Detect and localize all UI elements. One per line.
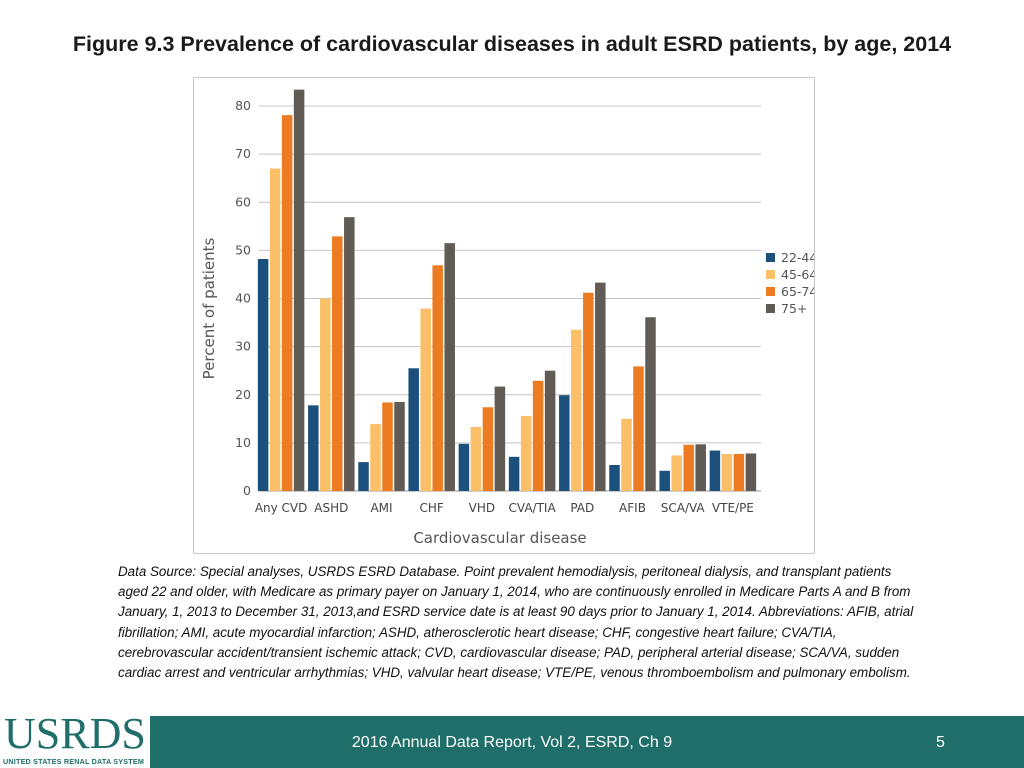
bar [745,453,757,491]
bar [645,317,656,491]
bar [482,407,494,491]
bar [420,308,431,491]
x-tick-label: AFIB [619,501,646,515]
x-tick-label: CVA/TIA [509,501,557,515]
chart-frame: 0 10 20 30 40 50 60 70 80 Any CVD ASHD AMI CHF VHD CVA… [193,77,815,554]
page-number: 5 [936,734,945,751]
footer-report-title: 2016 Annual Data Report, Vol 2, ESRD, Ch… [351,734,673,751]
slide-title: Figure 9.3 Prevalence of cardiovascular … [72,32,952,56]
y-tick-label: 40 [235,291,251,306]
legend-swatch [766,304,775,313]
bar [595,282,606,491]
legend-label: 75+ [781,301,807,316]
legend-swatch [766,287,775,296]
bar [659,470,670,491]
legend-label: 22-44 [781,250,814,265]
legend-swatch [766,253,775,262]
x-tick-label: Any CVD [255,501,308,515]
y-tick-label: 60 [235,194,251,209]
x-tick-label: VHD [469,501,495,515]
logo-wordmark: USRDS [4,709,146,758]
bar [621,418,632,491]
bar [432,265,443,491]
footer-bar [0,716,1024,768]
bar [733,453,745,491]
legend-label: 45-64 [781,267,814,282]
x-tick-label: PAD [570,501,594,515]
axes: 0 10 20 30 40 50 60 70 80 Any CVD ASHD AMI CHF VHD CVA… [200,98,754,547]
y-tick-label: 10 [235,435,251,450]
x-tick-label: ASHD [314,501,348,515]
bar [257,259,269,491]
bar [281,115,293,492]
bar [382,402,393,491]
bar [458,443,470,491]
bar [559,395,570,491]
bar [332,236,343,491]
bar [444,243,455,491]
bar [358,462,369,491]
y-tick-label: 50 [235,242,251,257]
logo-subtext: UNITED STATES RENAL DATA SYSTEM [3,757,145,766]
bar [709,450,721,491]
y-tick-label: 20 [235,387,251,402]
x-tick-label: VTE/PE [712,501,754,515]
bar [508,456,520,491]
gridlines [259,105,761,492]
bar [370,424,381,491]
source-note: Data Source: Special analyses, USRDS ESR… [118,564,914,681]
bar [571,329,582,491]
bar [470,426,482,491]
bar [269,168,281,491]
bar [293,89,305,491]
bar [308,405,319,491]
usrds-logo: USRDS UNITED STATES RENAL DATA SYSTEM [0,712,150,768]
bar [344,217,355,491]
y-tick-label: 0 [243,483,251,498]
y-tick-label: 30 [235,339,251,354]
bar [583,292,594,491]
bar [520,415,532,491]
bar [721,453,733,491]
bar [695,444,706,491]
x-axis-label: Cardiovascular disease [413,529,586,547]
y-tick-label: 80 [235,98,251,113]
bar-chart: 0 10 20 30 40 50 60 70 80 Any CVD ASHD AMI CHF VHD CVA… [200,89,814,547]
bar [494,386,506,491]
bar [532,380,544,491]
bar [320,298,331,491]
legend-swatch [766,270,775,279]
bar [408,368,419,491]
x-tick-label: CHF [420,501,444,515]
legend-label: 65-74 [781,284,814,299]
x-tick-label: SCA/VA [661,501,706,515]
legend: 22-44 45-64 65-74 75+ [766,250,814,316]
y-axis-label: Percent of patients [200,238,218,380]
bar [544,370,556,491]
bar [633,366,644,491]
bars [257,89,757,492]
x-tick-label: AMI [370,501,392,515]
bar [671,455,682,491]
bar [394,401,405,491]
bar [683,444,694,491]
bar [609,465,620,491]
y-tick-label: 70 [235,146,251,161]
